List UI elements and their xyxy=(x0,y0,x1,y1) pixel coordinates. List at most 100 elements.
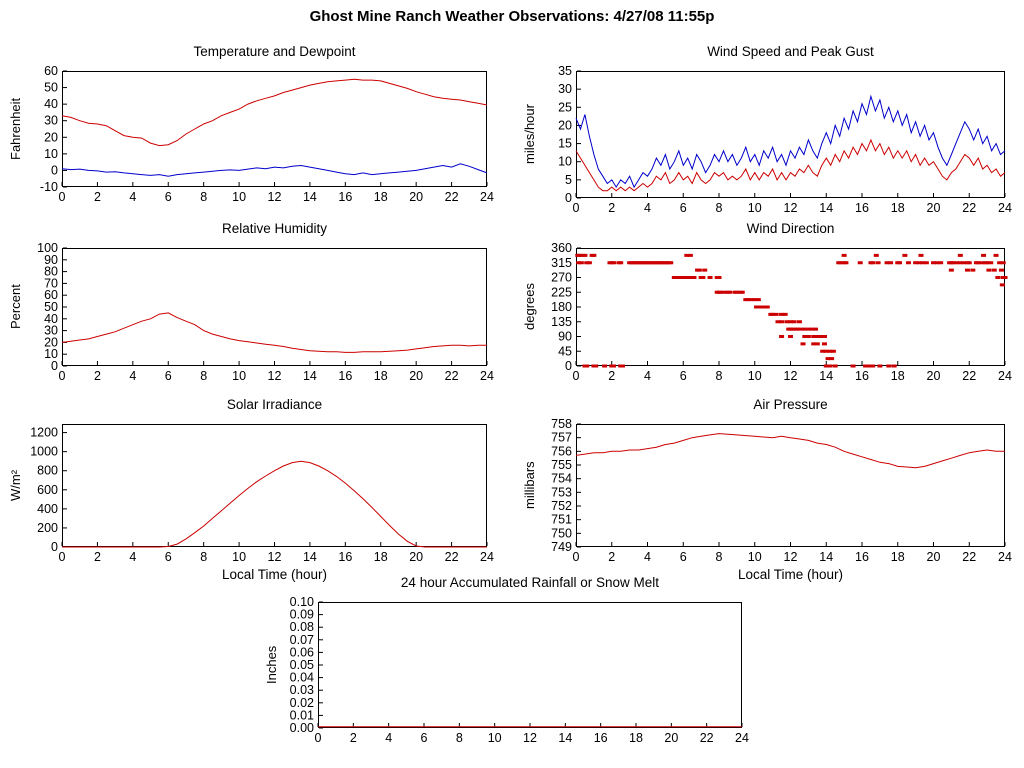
svg-text:14: 14 xyxy=(819,369,833,383)
svg-text:-10: -10 xyxy=(40,180,58,194)
svg-text:14: 14 xyxy=(303,190,317,204)
svg-text:0.00: 0.00 xyxy=(290,721,314,735)
svg-text:6: 6 xyxy=(165,550,172,564)
svg-text:100: 100 xyxy=(37,241,58,255)
svg-text:753: 753 xyxy=(551,485,572,499)
svg-text:22: 22 xyxy=(700,731,714,745)
svg-text:22: 22 xyxy=(445,190,459,204)
svg-text:0: 0 xyxy=(573,201,580,215)
svg-text:8: 8 xyxy=(716,550,723,564)
svg-text:12: 12 xyxy=(784,201,798,215)
svg-text:18: 18 xyxy=(891,550,905,564)
svg-text:25: 25 xyxy=(558,100,572,114)
svg-text:800: 800 xyxy=(37,464,58,478)
svg-text:90: 90 xyxy=(558,330,572,344)
svg-text:360: 360 xyxy=(551,241,572,255)
svg-text:8: 8 xyxy=(716,369,723,383)
svg-text:0.06: 0.06 xyxy=(290,645,314,659)
svg-text:60: 60 xyxy=(44,288,58,302)
svg-text:6: 6 xyxy=(680,369,687,383)
y-axis-label: millibars xyxy=(522,461,537,510)
svg-text:18: 18 xyxy=(891,201,905,215)
svg-text:12: 12 xyxy=(523,731,537,745)
svg-text:50: 50 xyxy=(44,300,58,314)
svg-text:757: 757 xyxy=(551,431,572,445)
chart-air-pressure: Air Pressure millibars Local Time (hour)… xyxy=(522,397,1012,582)
svg-text:4: 4 xyxy=(644,201,651,215)
x-axis-label: Local Time (hour) xyxy=(737,567,844,582)
svg-text:16: 16 xyxy=(594,731,608,745)
svg-text:0: 0 xyxy=(51,163,58,177)
svg-text:8: 8 xyxy=(456,731,463,745)
svg-text:20: 20 xyxy=(927,550,941,564)
svg-text:0: 0 xyxy=(59,550,66,564)
svg-text:24: 24 xyxy=(998,201,1012,215)
svg-text:749: 749 xyxy=(551,540,572,554)
svg-text:22: 22 xyxy=(962,201,976,215)
chart-relative-humidity: Relative Humidity Percent 0 10 20 30 40 50 60 7… xyxy=(8,221,494,383)
svg-text:70: 70 xyxy=(44,276,58,290)
svg-text:24: 24 xyxy=(998,369,1012,383)
svg-text:0: 0 xyxy=(315,731,322,745)
svg-text:22: 22 xyxy=(962,550,976,564)
chart-title: Solar Irradiance xyxy=(226,397,323,412)
svg-text:12: 12 xyxy=(268,369,282,383)
svg-text:400: 400 xyxy=(37,502,58,516)
chart-temperature-dewpoint: Temperature and Dewpoint Fahrenheit -10 0… xyxy=(8,44,494,204)
plot-area: 0.000.010.020.030.040.050.060.070.080.09… xyxy=(290,595,749,745)
svg-text:0: 0 xyxy=(573,369,580,383)
svg-text:0: 0 xyxy=(565,191,572,205)
svg-text:24: 24 xyxy=(998,550,1012,564)
svg-text:0.05: 0.05 xyxy=(290,658,314,672)
svg-text:20: 20 xyxy=(44,335,58,349)
svg-text:180: 180 xyxy=(551,300,572,314)
svg-text:14: 14 xyxy=(558,731,572,745)
svg-text:10: 10 xyxy=(748,201,762,215)
svg-text:50: 50 xyxy=(44,81,58,95)
chart-rainfall: 24 hour Accumulated Rainfall or Snow Mel… xyxy=(264,575,749,745)
svg-text:16: 16 xyxy=(338,369,352,383)
y-axis-label: Inches xyxy=(264,645,279,685)
svg-text:10: 10 xyxy=(748,369,762,383)
svg-text:20: 20 xyxy=(409,369,423,383)
svg-text:6: 6 xyxy=(165,369,172,383)
svg-text:14: 14 xyxy=(819,550,833,564)
svg-text:0: 0 xyxy=(59,369,66,383)
chart-wind-direction: Wind Direction degrees 0 45 90 135 180 225 270… xyxy=(522,221,1012,383)
svg-text:24: 24 xyxy=(480,190,494,204)
svg-text:6: 6 xyxy=(421,731,428,745)
svg-text:30: 30 xyxy=(558,82,572,96)
svg-text:40: 40 xyxy=(44,97,58,111)
svg-text:10: 10 xyxy=(44,147,58,161)
svg-text:0.01: 0.01 xyxy=(290,708,314,722)
svg-text:2: 2 xyxy=(94,369,101,383)
svg-text:14: 14 xyxy=(819,201,833,215)
svg-text:2: 2 xyxy=(608,550,615,564)
svg-text:22: 22 xyxy=(445,550,459,564)
chart-title: Relative Humidity xyxy=(221,221,328,236)
svg-text:0.02: 0.02 xyxy=(290,696,314,710)
y-axis-label: Percent xyxy=(8,284,23,330)
svg-text:0: 0 xyxy=(565,359,572,373)
chart-title: Wind Direction xyxy=(746,221,835,236)
svg-text:18: 18 xyxy=(374,550,388,564)
svg-text:14: 14 xyxy=(303,369,317,383)
svg-text:2: 2 xyxy=(350,731,357,745)
svg-text:0.07: 0.07 xyxy=(290,633,314,647)
y-axis-label: miles/hour xyxy=(522,104,537,165)
svg-text:30: 30 xyxy=(44,324,58,338)
chart-title: Temperature and Dewpoint xyxy=(193,44,356,59)
svg-text:6: 6 xyxy=(680,550,687,564)
svg-text:756: 756 xyxy=(551,444,572,458)
svg-text:18: 18 xyxy=(374,190,388,204)
svg-text:1000: 1000 xyxy=(30,445,58,459)
svg-text:315: 315 xyxy=(551,256,572,270)
svg-text:16: 16 xyxy=(338,550,352,564)
svg-text:12: 12 xyxy=(268,550,282,564)
svg-text:0.08: 0.08 xyxy=(290,620,314,634)
svg-text:758: 758 xyxy=(551,417,572,431)
